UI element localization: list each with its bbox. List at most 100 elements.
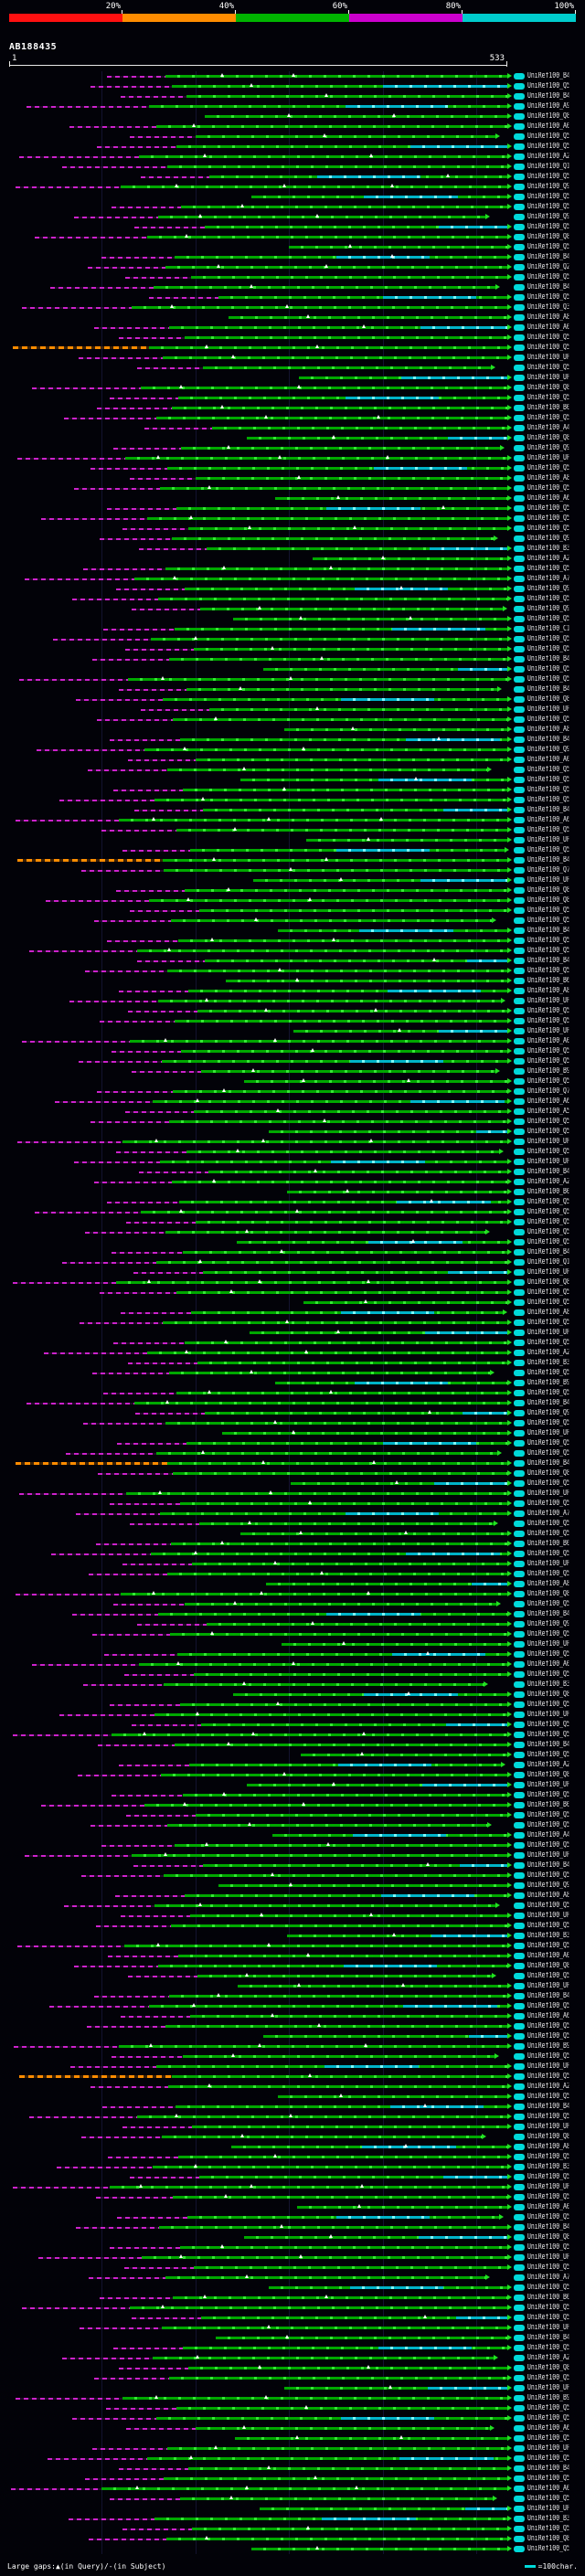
subject-label[interactable]: UniRef100_A8XSC6	[527, 726, 569, 734]
subject-label[interactable]: UniRef100_Q86JT1	[527, 886, 569, 895]
subject-indicator[interactable]	[514, 847, 525, 853]
hsp-segment[interactable]	[193, 1110, 507, 1113]
hsp-segment[interactable]	[178, 939, 507, 942]
hsp-segment[interactable]	[128, 759, 196, 761]
hsp-segment[interactable]	[165, 75, 507, 78]
hsp-segment[interactable]	[247, 1784, 507, 1786]
subject-label[interactable]: UniRef100_B9PVF3	[527, 2394, 569, 2402]
hsp-segment[interactable]	[19, 2075, 173, 2078]
hsp-segment[interactable]	[128, 678, 507, 681]
hsp-segment[interactable]	[62, 1262, 156, 1264]
subject-label[interactable]: UniRef100_B4LQG3	[527, 2223, 569, 2231]
hsp-segment[interactable]	[216, 2337, 507, 2339]
subject-indicator[interactable]	[514, 1189, 525, 1195]
subject-indicator[interactable]	[514, 2526, 525, 2532]
hsp-segment[interactable]	[178, 1955, 507, 1957]
subject-label[interactable]: UniRef100_B4MNE3	[527, 253, 569, 261]
hsp-segment[interactable]	[391, 628, 486, 631]
hsp-segment[interactable]	[88, 769, 168, 771]
subject-label[interactable]: UniRef100_Q55CS2	[527, 1811, 569, 1819]
subject-indicator[interactable]	[514, 907, 525, 914]
subject-label[interactable]: UniRef100_B4NYE2	[527, 2465, 569, 2473]
hsp-segment[interactable]	[146, 517, 507, 520]
subject-indicator[interactable]	[514, 726, 525, 733]
hsp-segment[interactable]	[141, 709, 210, 711]
hsp-segment[interactable]	[104, 1654, 178, 1656]
subject-indicator[interactable]	[514, 2385, 525, 2391]
hsp-segment[interactable]	[125, 1111, 194, 1113]
subject-indicator[interactable]	[514, 2496, 525, 2502]
hsp-segment[interactable]	[209, 708, 507, 711]
subject-label[interactable]: UniRef100_B4LJN4	[527, 856, 569, 864]
hsp-segment[interactable]	[137, 367, 204, 369]
hsp-segment[interactable]	[146, 2457, 507, 2460]
subject-indicator[interactable]	[514, 2445, 525, 2452]
hsp-segment[interactable]	[141, 176, 210, 178]
subject-label[interactable]: UniRef100_Q54W94	[527, 203, 569, 211]
subject-indicator[interactable]	[514, 1993, 525, 1999]
hsp-segment[interactable]	[186, 688, 497, 691]
hsp-segment[interactable]	[161, 1060, 507, 1063]
hsp-segment[interactable]	[418, 2236, 507, 2239]
hsp-segment[interactable]	[134, 227, 206, 228]
hsp-segment[interactable]	[195, 1221, 507, 1224]
hsp-segment[interactable]	[218, 1884, 507, 1887]
hsp-segment[interactable]	[172, 2075, 507, 2078]
hsp-segment[interactable]	[69, 2066, 156, 2068]
hsp-segment[interactable]	[291, 1482, 507, 1485]
subject-label[interactable]: UniRef100_UPI0001791C8A	[527, 836, 569, 844]
hsp-segment[interactable]	[73, 488, 160, 490]
subject-label[interactable]: UniRef100_Q54DC8	[527, 1751, 569, 1759]
subject-indicator[interactable]	[514, 596, 525, 602]
hsp-segment[interactable]	[89, 2277, 166, 2279]
subject-indicator[interactable]	[514, 2053, 525, 2060]
hsp-segment[interactable]	[180, 1703, 507, 1706]
hsp-segment[interactable]	[169, 658, 507, 661]
subject-indicator[interactable]	[514, 214, 525, 220]
subject-label[interactable]: UniRef100_A8Q7F2	[527, 1309, 569, 1317]
subject-indicator[interactable]	[514, 1782, 525, 1788]
hsp-segment[interactable]	[80, 1875, 165, 1877]
subject-indicator[interactable]	[514, 294, 525, 301]
subject-label[interactable]: UniRef100_Q9GYF4	[527, 1882, 569, 1890]
hsp-segment[interactable]	[106, 940, 179, 942]
subject-label[interactable]: UniRef100_UPI0000D9C1A6	[527, 1560, 569, 1568]
subject-indicator[interactable]	[514, 827, 525, 833]
hsp-segment[interactable]	[335, 256, 430, 259]
subject-indicator[interactable]	[514, 1581, 525, 1587]
subject-label[interactable]: UniRef100_Q54P27	[527, 82, 569, 90]
subject-indicator[interactable]	[514, 465, 525, 472]
hsp-segment[interactable]	[221, 1432, 507, 1435]
hsp-segment[interactable]	[125, 457, 507, 460]
hsp-segment[interactable]	[274, 497, 507, 500]
subject-indicator[interactable]	[514, 2355, 525, 2361]
hsp-segment[interactable]	[101, 2487, 507, 2490]
hsp-segment[interactable]	[161, 2327, 507, 2329]
hsp-segment[interactable]	[382, 85, 507, 88]
hsp-segment[interactable]	[303, 1301, 507, 1304]
hsp-segment[interactable]	[462, 1412, 507, 1415]
subject-indicator[interactable]	[514, 1219, 525, 1225]
subject-indicator[interactable]	[514, 1561, 525, 1567]
subject-label[interactable]: UniRef100_B4N3K8	[527, 1610, 569, 1618]
subject-label[interactable]: UniRef100_Q54J39	[527, 716, 569, 724]
hsp-segment[interactable]	[111, 2056, 183, 2058]
subject-label[interactable]: UniRef100_Q54T77	[527, 967, 569, 975]
hsp-segment[interactable]	[326, 1613, 420, 1616]
hsp-segment[interactable]	[181, 1050, 507, 1053]
subject-label[interactable]: UniRef100_A0CCK4	[527, 2203, 569, 2211]
hsp-segment[interactable]	[380, 1894, 475, 1897]
subject-indicator[interactable]	[514, 1038, 525, 1044]
hsp-segment[interactable]	[182, 2347, 507, 2349]
hsp-segment[interactable]	[106, 508, 177, 510]
subject-indicator[interactable]	[514, 154, 525, 160]
subject-label[interactable]: UniRef100_Q54FL3	[527, 1148, 569, 1156]
subject-label[interactable]: UniRef100_Q54CN8	[527, 2284, 569, 2292]
hsp-segment[interactable]	[197, 1362, 507, 1364]
subject-label[interactable]: UniRef100_Q55GA4	[527, 334, 569, 342]
hsp-segment[interactable]	[128, 1976, 197, 1977]
subject-indicator[interactable]	[514, 425, 525, 431]
subject-label[interactable]: UniRef100_A0DY89	[527, 323, 569, 332]
hsp-segment[interactable]	[403, 2005, 497, 2008]
subject-label[interactable]: UniRef100_Q54EJ8	[527, 1550, 569, 1558]
